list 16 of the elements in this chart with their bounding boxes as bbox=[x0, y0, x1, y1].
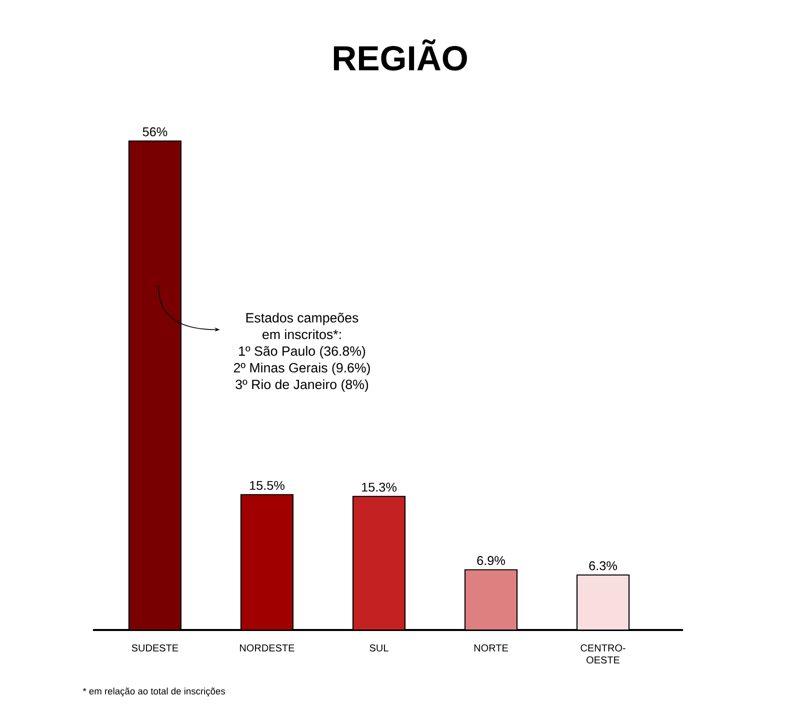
x-tick-label: NORTE bbox=[474, 644, 508, 652]
annotation: Estados campeões em inscritos*: bbox=[246, 312, 358, 340]
text: * em relação ao total de inscrições bbox=[82, 688, 226, 696]
annotation: 1º São Paulo (36.8%) bbox=[239, 346, 366, 358]
x-tick-label: NORDESTE bbox=[240, 644, 294, 652]
annotation: 2º Minas Gerais (9.6%) bbox=[234, 362, 370, 376]
x-tick-label: SUL bbox=[370, 644, 388, 652]
data-label: 6.3% bbox=[589, 561, 617, 570]
chart-title: REGIÃO bbox=[334, 39, 467, 71]
annotation: 3º Rio de Janeiro (8%) bbox=[236, 379, 368, 392]
data-label: 56% bbox=[142, 127, 168, 136]
x-tick-label: CENTRO-OESTE bbox=[580, 644, 626, 664]
data-label: 15.3% bbox=[362, 482, 396, 492]
data-label: 15.5% bbox=[250, 481, 284, 490]
x-tick-label: SUDESTE bbox=[132, 644, 178, 652]
data-label: 6.9% bbox=[477, 556, 505, 566]
